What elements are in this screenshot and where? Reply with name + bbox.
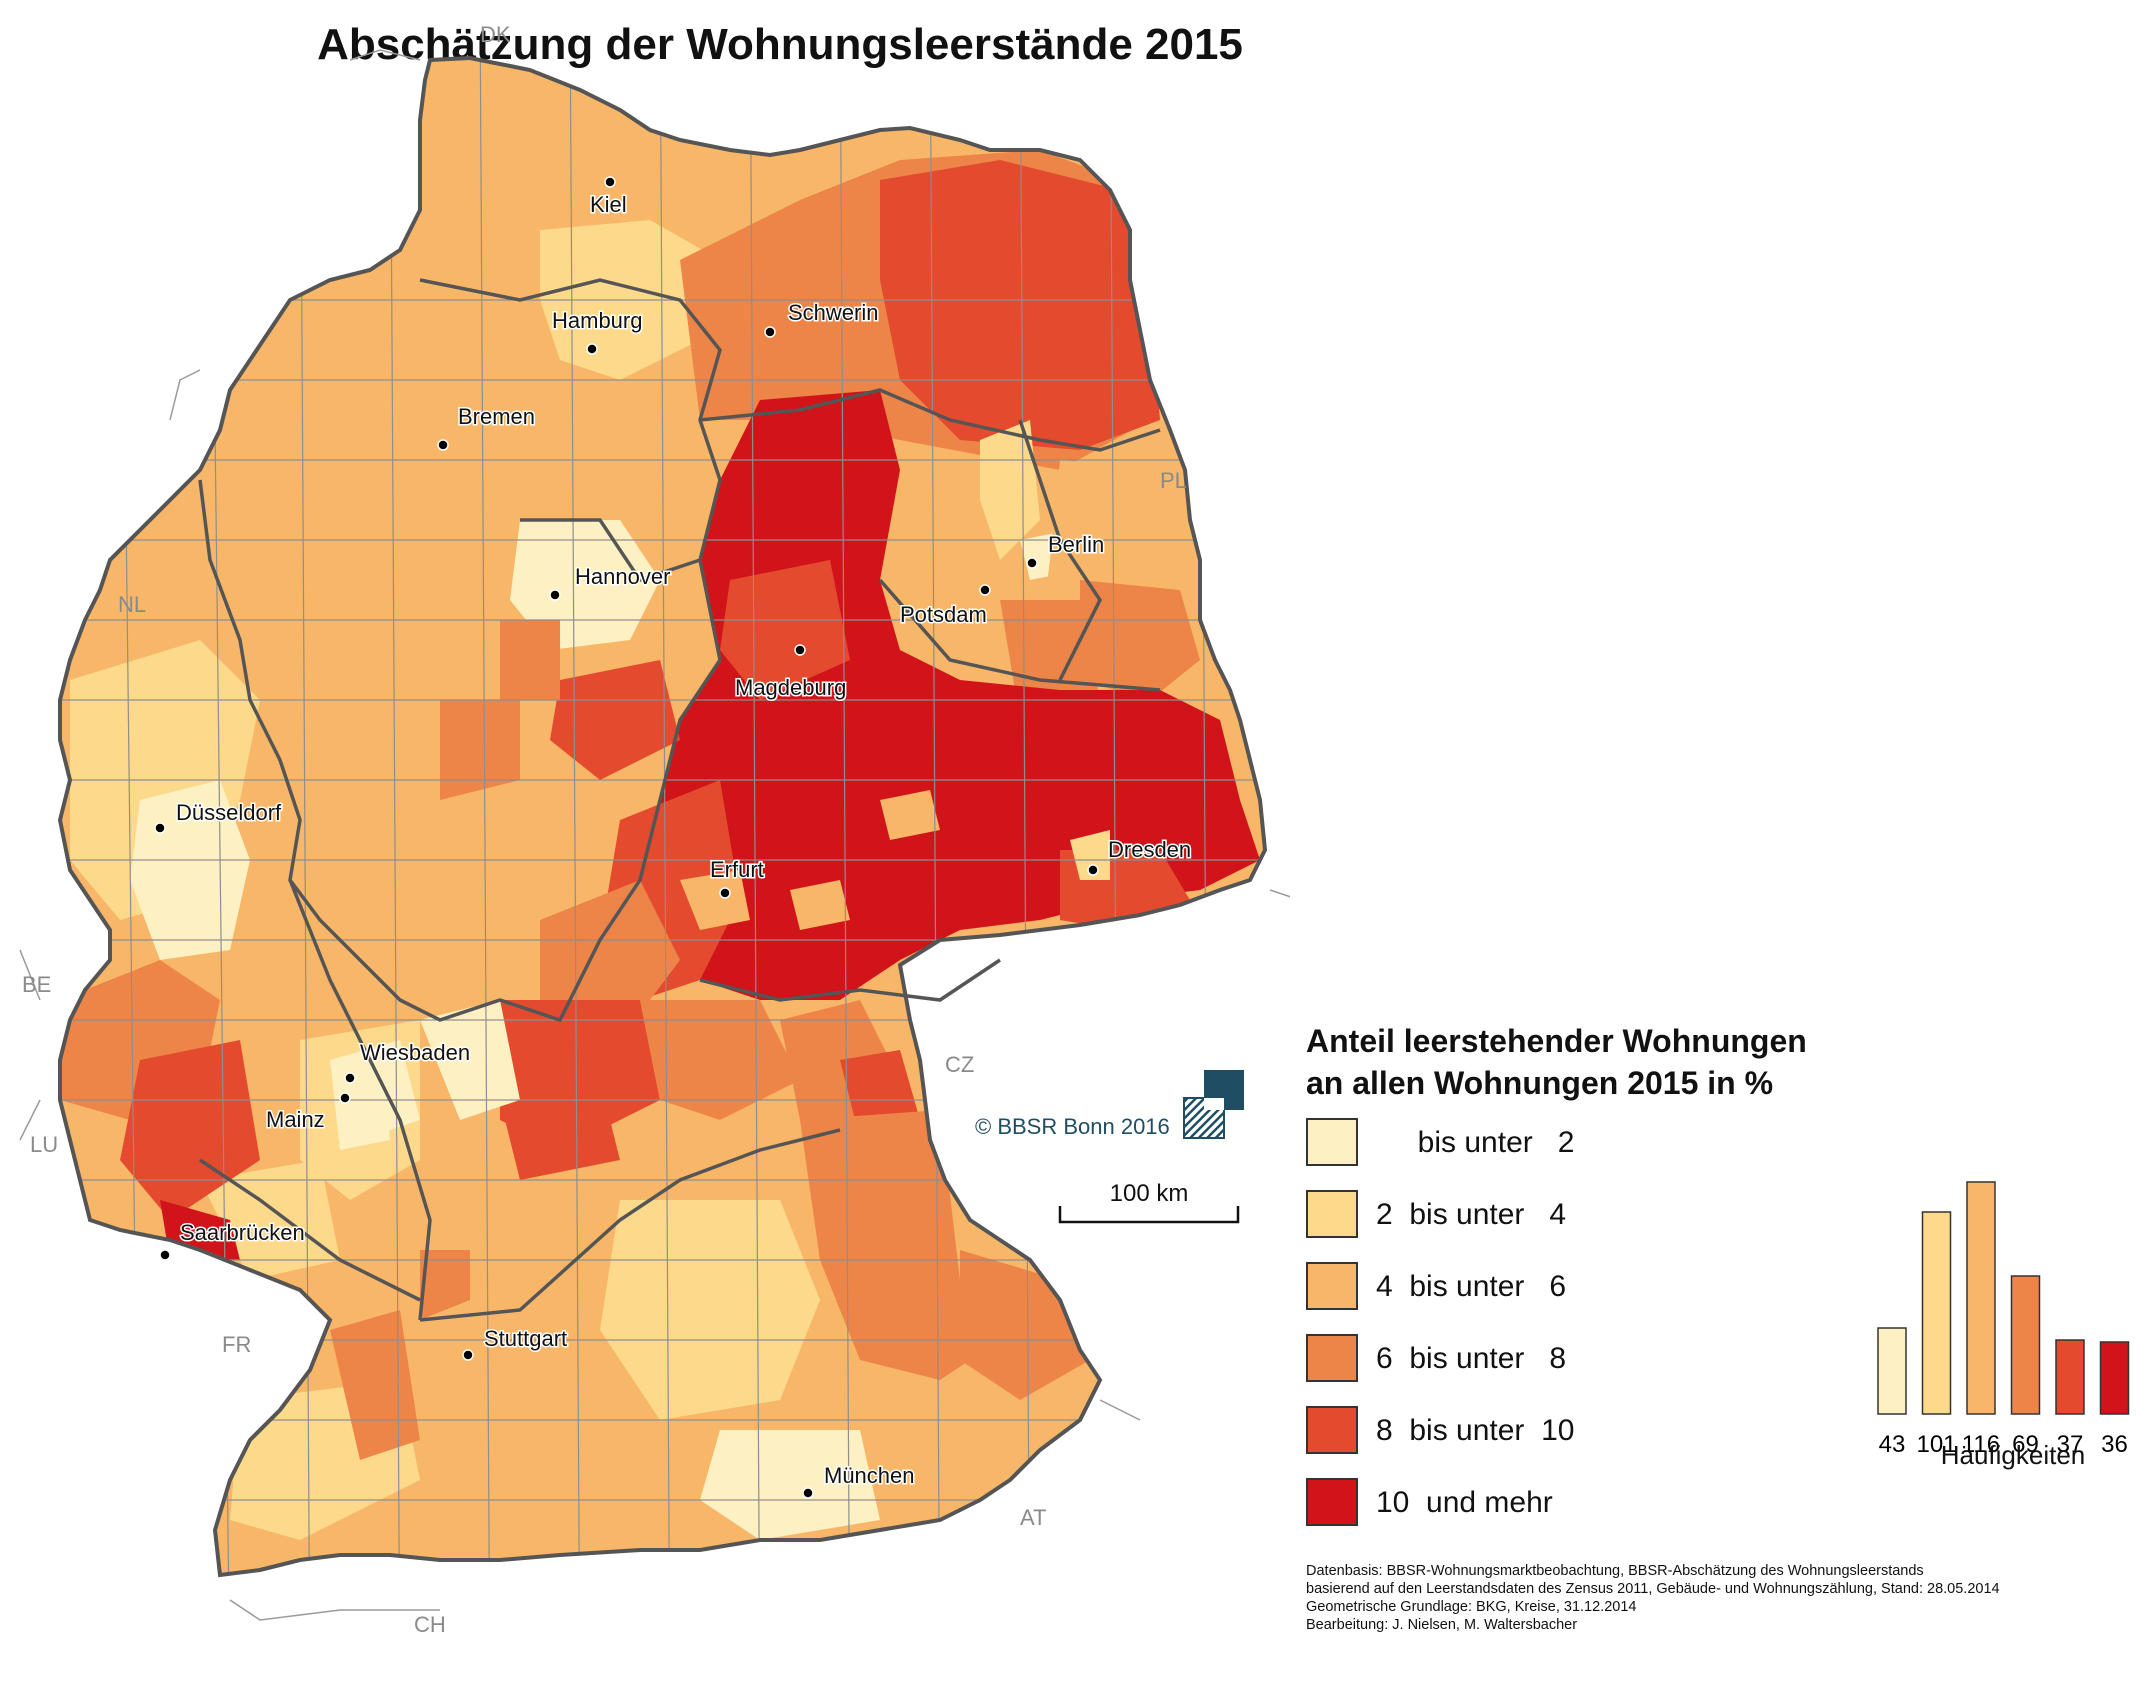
city-label: Düsseldorf [176, 800, 282, 825]
country-label: CZ [945, 1052, 974, 1077]
city-dot-icon [437, 439, 449, 451]
city-label: Hannover [575, 564, 670, 589]
city-label: Bremen [458, 404, 535, 429]
source-line: Datenbasis: BBSR-Wohnungsmarktbeobachtun… [1306, 1563, 1924, 1579]
frequency-histogram: 43 101 116 69 37 36 [1877, 1181, 2130, 1458]
city-label: Hamburg [552, 308, 642, 333]
germany-outline [57, 55, 1268, 1578]
legend-title: Anteil leerstehender Wohnungen an allen … [1306, 1020, 1807, 1104]
city-label: Erfurt [710, 857, 764, 882]
legend-swatch [1306, 1406, 1358, 1454]
country-label: DK [480, 22, 511, 47]
city-dot-icon [344, 1072, 356, 1084]
city-dot-icon [979, 584, 991, 596]
city-dot-icon [794, 644, 806, 656]
country-label: LU [30, 1132, 58, 1157]
state-boundaries [198, 278, 1161, 1322]
source-line: Bearbeitung: J. Nielsen, M. Waltersbache… [1306, 1617, 1578, 1633]
country-label-layer: DK NL PL BE LU CZ FR AT CH [22, 22, 1187, 1637]
city-label: München [824, 1463, 915, 1488]
legend-row-class-2: 2 bis unter 4 [1306, 1190, 1706, 1242]
legend-title-line1: Anteil leerstehender Wohnungen [1306, 1023, 1807, 1059]
country-label: FR [222, 1332, 251, 1357]
city-label: Mainz [266, 1107, 325, 1132]
histogram-tick-label: 36 [2101, 1431, 2128, 1458]
scalebar [1058, 1206, 1240, 1224]
city-dot-icon [462, 1349, 474, 1361]
city-label: Stuttgart [484, 1326, 567, 1351]
histogram-bar [1921, 1211, 1952, 1415]
bbsr-logo-icon [1183, 1070, 1244, 1139]
legend-swatch [1306, 1118, 1358, 1166]
country-label: AT [1020, 1505, 1046, 1530]
copyright-notice: © BBSR Bonn 2016 [975, 1114, 1170, 1139]
source-line: Geometrische Grundlage: BKG, Kreise, 31.… [1306, 1599, 1637, 1615]
city-dot-icon [1026, 557, 1038, 569]
district-boundaries [60, 58, 1265, 1575]
legend-title-line2: an allen Wohnungen 2015 in % [1306, 1065, 1774, 1101]
city-label: Wiesbaden [360, 1040, 470, 1065]
legend-swatch [1306, 1478, 1358, 1526]
city-dot-icon [154, 822, 166, 834]
city-dot-icon [802, 1487, 814, 1499]
city-dot-icon [159, 1249, 171, 1261]
city-dot-icon [586, 343, 598, 355]
histogram-bar [2055, 1339, 2085, 1415]
legend-swatch [1306, 1190, 1358, 1238]
city-dot-icon [764, 326, 776, 338]
legend-row-class-5: 8 bis unter 10 [1306, 1406, 1706, 1458]
histogram-xlabel: Häufigkeiten [1940, 1440, 2086, 1470]
histogram-bar [1877, 1327, 1907, 1415]
legend-label: 2 bis unter 4 [1376, 1198, 1567, 1231]
legend-label: 4 bis unter 6 [1376, 1270, 1567, 1303]
source-notes: Datenbasis: BBSR-Wohnungsmarktbeobachtun… [1306, 1562, 2000, 1634]
city-label: Saarbrücken [180, 1220, 305, 1245]
legend-swatch [1306, 1262, 1358, 1310]
histogram-tick-label: 101 [1916, 1431, 1956, 1458]
country-label: NL [118, 592, 146, 617]
country-label: BE [22, 972, 51, 997]
city-dot-icon [339, 1092, 351, 1104]
legend-label: 6 bis unter 8 [1376, 1342, 1567, 1375]
city-dot-icon [719, 887, 731, 899]
scalebar-label: 100 km [1109, 1180, 1189, 1207]
country-label: PL [1160, 468, 1187, 493]
histogram-bar [2010, 1275, 2041, 1415]
histogram-tick-label: 37 [2057, 1431, 2084, 1458]
legend-row-class-4: 6 bis unter 8 [1306, 1334, 1706, 1386]
city-label: Potsdam [900, 602, 987, 627]
histogram-tick-label: 43 [1879, 1431, 1906, 1458]
histogram-tick-label: 116 [1962, 1431, 2000, 1458]
legend-swatch [1306, 1334, 1358, 1382]
source-line: basierend auf den Leerstandsdaten des Ze… [1306, 1581, 2000, 1597]
legend-label: 10 und mehr [1376, 1486, 1553, 1519]
city-label: Berlin [1048, 532, 1104, 557]
histogram-bar [1966, 1181, 1996, 1415]
legend-row-class-1: bis unter 2 [1306, 1118, 1706, 1170]
city-label: Dresden [1108, 837, 1191, 862]
city-label: Schwerin [788, 300, 878, 325]
histogram-tick-label: 69 [2012, 1431, 2039, 1458]
germany-choropleth-map: Kiel Hamburg Schwerin Bremen Hannover Berlin P… [19, 22, 1290, 1637]
legend-label: 8 bis unter 10 [1376, 1414, 1575, 1447]
city-label: Kiel [590, 192, 627, 217]
legend-row-class-6: 10 und mehr [1306, 1478, 1706, 1530]
country-label: CH [414, 1612, 446, 1637]
legend-row-class-3: 4 bis unter 6 [1306, 1262, 1706, 1314]
histogram-bar [2099, 1341, 2130, 1415]
city-dot-icon [604, 176, 616, 188]
legend-label: bis unter 2 [1376, 1126, 1575, 1159]
city-layer: Kiel Hamburg Schwerin Bremen Hannover Berlin P… [154, 176, 1193, 1499]
city-dot-icon [549, 589, 561, 601]
city-label: Magdeburg [735, 675, 846, 700]
city-dot-icon [1087, 864, 1099, 876]
neighbour-borders [19, 49, 1290, 1621]
